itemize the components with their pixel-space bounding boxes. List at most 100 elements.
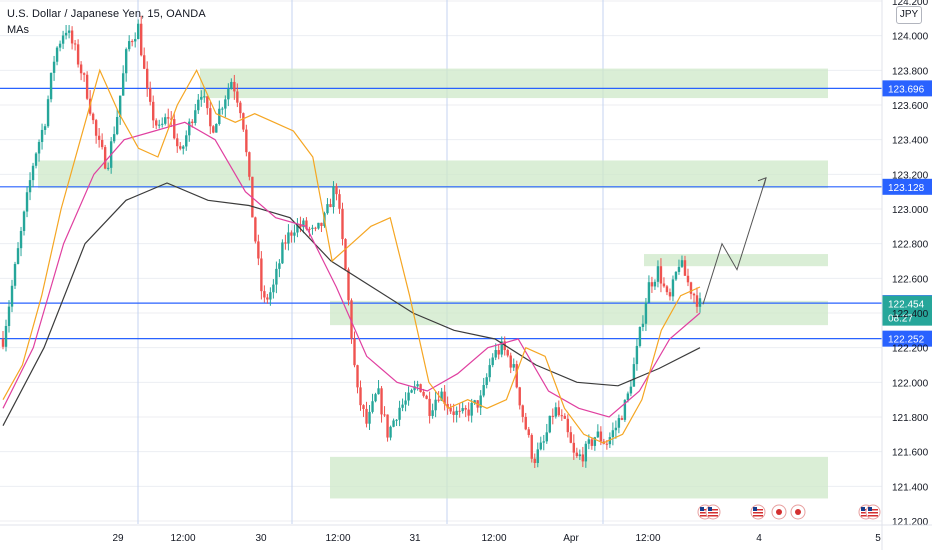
- candle-body: [176, 138, 179, 147]
- candle-body: [257, 241, 260, 259]
- candle-body: [677, 266, 681, 272]
- level-tag: [882, 330, 932, 347]
- candle-body: [338, 194, 341, 209]
- candle-body: [115, 116, 119, 135]
- candle-body: [584, 443, 588, 462]
- x-tick-label: 12:00: [635, 533, 660, 544]
- projection-arrowhead: [757, 176, 767, 186]
- candle-body: [452, 411, 455, 415]
- candle-body: [284, 242, 287, 244]
- candle-body: [70, 30, 74, 44]
- candle-body: [479, 395, 482, 408]
- candle-body: [34, 153, 38, 166]
- candle-body: [130, 41, 134, 43]
- candle-body: [236, 91, 239, 103]
- candle-body: [524, 416, 527, 430]
- moving-averages: [2, 68, 701, 444]
- candle-body: [203, 96, 206, 98]
- x-tick-label: 5: [875, 533, 881, 544]
- candle-body: [431, 410, 434, 416]
- candle-body: [10, 285, 14, 307]
- candle-body: [106, 167, 110, 169]
- candle-body: [200, 96, 203, 100]
- candle-body: [410, 390, 413, 393]
- candle-body: [118, 95, 122, 117]
- candle-body: [194, 110, 197, 124]
- candle-body: [149, 88, 152, 102]
- candle-body: [209, 108, 212, 127]
- candle-body: [554, 407, 557, 417]
- price-axis: 121.200 121.400 121.600 121.800 122.000 122.2…: [881, 0, 929, 550]
- us-flag-icon: [865, 504, 881, 520]
- candle-body: [614, 427, 618, 431]
- y-tick-label: 122.400: [892, 309, 929, 320]
- candle-body: [557, 407, 560, 416]
- candle-body: [506, 350, 509, 356]
- candle-body: [515, 364, 518, 388]
- candle-body: [419, 384, 422, 392]
- candle-body: [386, 414, 389, 438]
- zones: [38, 68, 828, 499]
- candle-body: [124, 49, 128, 74]
- candle-body: [146, 68, 149, 89]
- currency-button[interactable]: JPY: [896, 6, 922, 24]
- candle-body: [290, 232, 293, 236]
- candle-body: [626, 393, 630, 401]
- candle-body: [49, 72, 53, 100]
- support-resistance-zone: [200, 68, 828, 99]
- candle-body: [197, 99, 200, 111]
- candle-body: [680, 260, 684, 267]
- candle-body: [22, 211, 26, 232]
- candle-body: [521, 405, 524, 417]
- projection-path: [702, 177, 767, 305]
- candle-body: [100, 139, 104, 148]
- candle-body: [599, 431, 603, 442]
- candle-body: [458, 410, 461, 412]
- candle-body: [269, 292, 272, 300]
- candle-body: [509, 355, 512, 368]
- y-tick-label: 123.400: [892, 136, 929, 147]
- candle-body: [560, 415, 564, 417]
- y-tick-label: 123.800: [892, 66, 929, 77]
- y-tick-label: 121.600: [892, 448, 929, 459]
- candle-body: [16, 248, 20, 264]
- candle-body: [52, 61, 56, 73]
- support-resistance-zone: [330, 300, 828, 326]
- time-axis: 29 12:00 30 12:00 31 12:00 Apr 12:00 4 5: [0, 524, 932, 544]
- candle-body: [692, 293, 696, 296]
- candle-body: [215, 123, 218, 133]
- candle-body: [245, 129, 248, 153]
- ma-slow-line: [2, 182, 701, 426]
- candle-body: [569, 432, 573, 443]
- y-tick-label: 123.000: [892, 205, 929, 216]
- candle-body: [332, 186, 335, 208]
- level-tag: [882, 80, 932, 97]
- candle-body: [659, 266, 663, 284]
- candle-body: [299, 224, 302, 228]
- candle-body: [170, 118, 173, 120]
- candle-body: [467, 409, 470, 416]
- candle-body: [611, 430, 615, 438]
- candle-body: [212, 126, 215, 133]
- candle-body: [530, 435, 533, 459]
- candle-body: [179, 146, 182, 149]
- candle-body: [674, 271, 678, 280]
- candle-body: [407, 392, 410, 401]
- candle-body: [491, 357, 494, 366]
- candle-body: [590, 439, 594, 446]
- candle-body: [233, 81, 236, 92]
- y-tick-label: 123.200: [892, 170, 929, 181]
- candle-body: [698, 298, 702, 307]
- candle-body: [587, 439, 591, 444]
- candle-body: [593, 437, 597, 446]
- level-tag: [882, 178, 932, 195]
- candle-body: [4, 325, 8, 347]
- x-tick-label: 12:00: [170, 533, 195, 544]
- candle-body: [404, 400, 407, 405]
- candle-countdown-label: 08:27: [888, 314, 913, 325]
- candle-body: [314, 227, 317, 229]
- candle-body: [46, 99, 50, 127]
- candle-body: [185, 135, 188, 147]
- candle-body: [455, 410, 458, 415]
